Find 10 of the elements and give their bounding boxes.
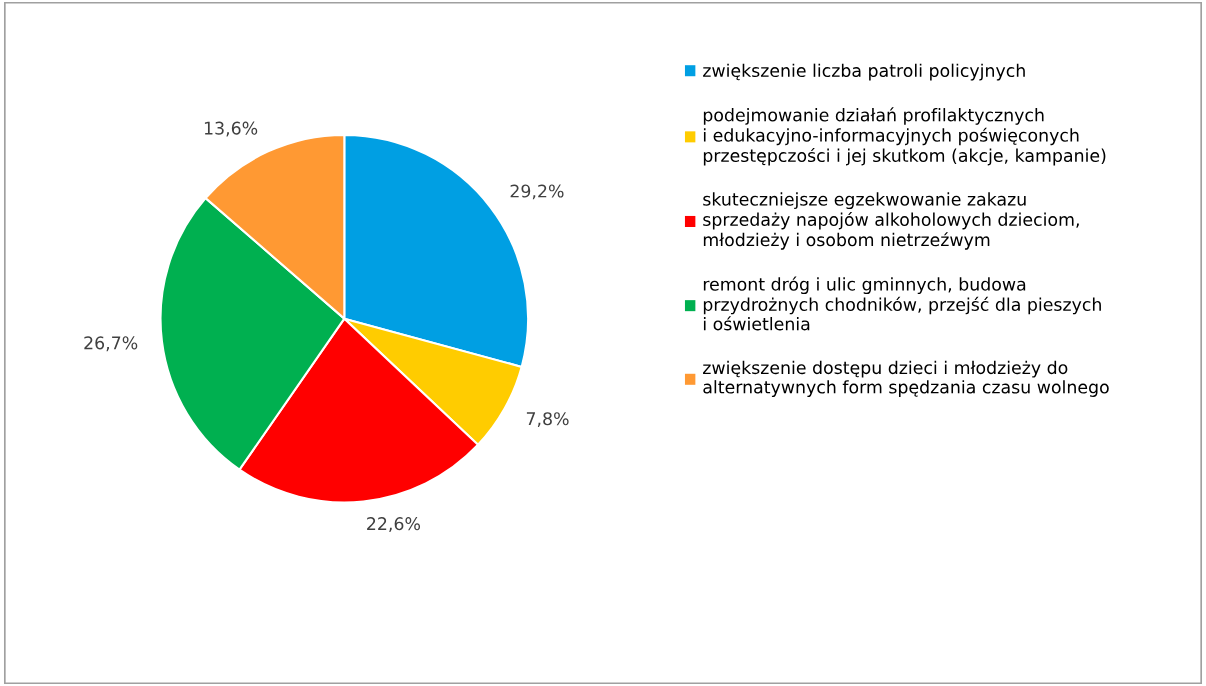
legend-label: podejmowanie działań profilaktycznych i edukacyjno-informacyjnych poświęconych przestępczości i jej skutkom (akcje, kampanie) xyxy=(703,107,1106,166)
data-label: 29,2% xyxy=(510,184,564,200)
data-label: 13,6% xyxy=(204,121,258,137)
data-label: 22,6% xyxy=(367,517,421,533)
data-label: 26,7% xyxy=(84,336,138,352)
data-label: 7,8% xyxy=(526,412,569,428)
legend-label: skuteczniejsze egzekwowanie zakazu sprzedaży napojów alkoholowych dzieciom, młodzieży i osobom nietrzeźwym xyxy=(703,192,1079,250)
legend-label: zwiększenie liczba patroli policyjnych xyxy=(703,63,1025,81)
legend-label: remont dróg i ulic gminnych, budowa przydrożnych chodników, przejść dla pieszych i oświetlenia xyxy=(703,276,1101,331)
legend-label: zwiększenie dostępu dzieci i młodzieży do alternatywnych form spędzania czasu wolnego xyxy=(703,360,1109,397)
